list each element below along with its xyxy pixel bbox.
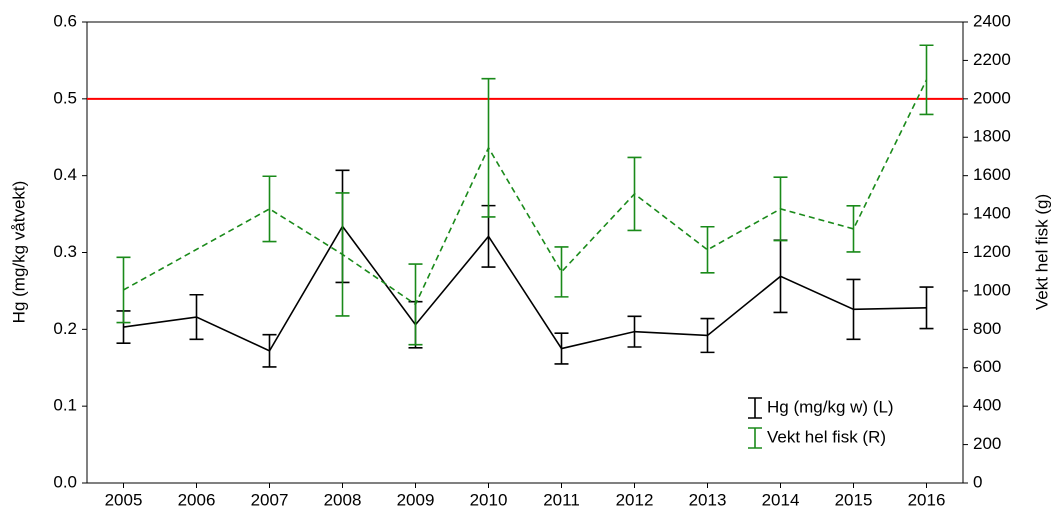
series-line	[123, 79, 928, 306]
y2-axis-label: Vekt hel fisk (g)	[1032, 194, 1051, 310]
y2-tick-label: 600	[973, 357, 1001, 376]
error-bar	[481, 77, 496, 218]
series-line	[123, 224, 927, 352]
error-bar	[554, 332, 569, 365]
y2-tick-label: 1000	[973, 280, 1011, 299]
error-bar	[262, 333, 277, 368]
y-tick-label: 0.4	[53, 165, 77, 184]
error-bar	[700, 317, 715, 354]
x-tick-label: 2005	[105, 490, 143, 509]
error-bar	[846, 205, 861, 253]
y2-tick-label: 2000	[973, 88, 1011, 107]
y-tick-label: 0.2	[53, 319, 77, 338]
y-axis-label: Hg (mg/kg våtvekt)	[9, 181, 28, 324]
y2-tick-label: 2400	[973, 11, 1011, 30]
error-bar	[919, 44, 934, 116]
error-bar	[919, 286, 934, 330]
y2-tick-label: 2200	[973, 50, 1011, 69]
x-tick-label: 2006	[178, 490, 216, 509]
y-tick-label: 0.5	[53, 88, 77, 107]
error-bar	[554, 246, 569, 298]
error-bar	[627, 156, 642, 232]
y2-tick-label: 800	[973, 319, 1001, 338]
error-bar	[846, 278, 861, 341]
y2-tick-label: 0	[973, 472, 982, 491]
x-tick-label: 2013	[689, 490, 727, 509]
x-tick-label: 2010	[470, 490, 508, 509]
error-bar	[627, 315, 642, 348]
x-tick-label: 2016	[908, 490, 946, 509]
y2-tick-label: 400	[973, 396, 1001, 415]
error-bar	[262, 175, 277, 243]
y2-tick-label: 200	[973, 434, 1001, 453]
x-tick-label: 2015	[835, 490, 873, 509]
error-bar	[189, 293, 204, 341]
y2-tick-label: 1200	[973, 242, 1011, 261]
y2-tick-label: 1400	[973, 204, 1011, 223]
error-bar	[335, 192, 350, 317]
error-bar	[773, 239, 788, 314]
legend-swatch	[748, 397, 762, 419]
error-bar	[700, 225, 715, 274]
x-tick-label: 2007	[251, 490, 289, 509]
y-tick-label: 0.3	[53, 242, 77, 261]
y2-tick-label: 1600	[973, 165, 1011, 184]
error-bar	[116, 256, 131, 324]
x-tick-label: 2008	[324, 490, 362, 509]
y-tick-label: 0.6	[53, 11, 77, 30]
legend-label: Hg (mg/kg w) (L)	[767, 397, 894, 416]
y2-tick-label: 1800	[973, 127, 1011, 146]
x-tick-label: 2009	[397, 490, 435, 509]
y-tick-label: 0.0	[53, 472, 77, 491]
y-tick-label: 0.1	[53, 396, 77, 415]
legend-swatch	[748, 427, 762, 449]
x-tick-label: 2012	[616, 490, 654, 509]
error-bar	[408, 263, 423, 346]
legend-label: Vekt hel fisk (R)	[767, 427, 886, 446]
error-bar	[773, 176, 788, 242]
x-tick-label: 2014	[762, 490, 800, 509]
x-tick-label: 2011	[543, 490, 580, 509]
